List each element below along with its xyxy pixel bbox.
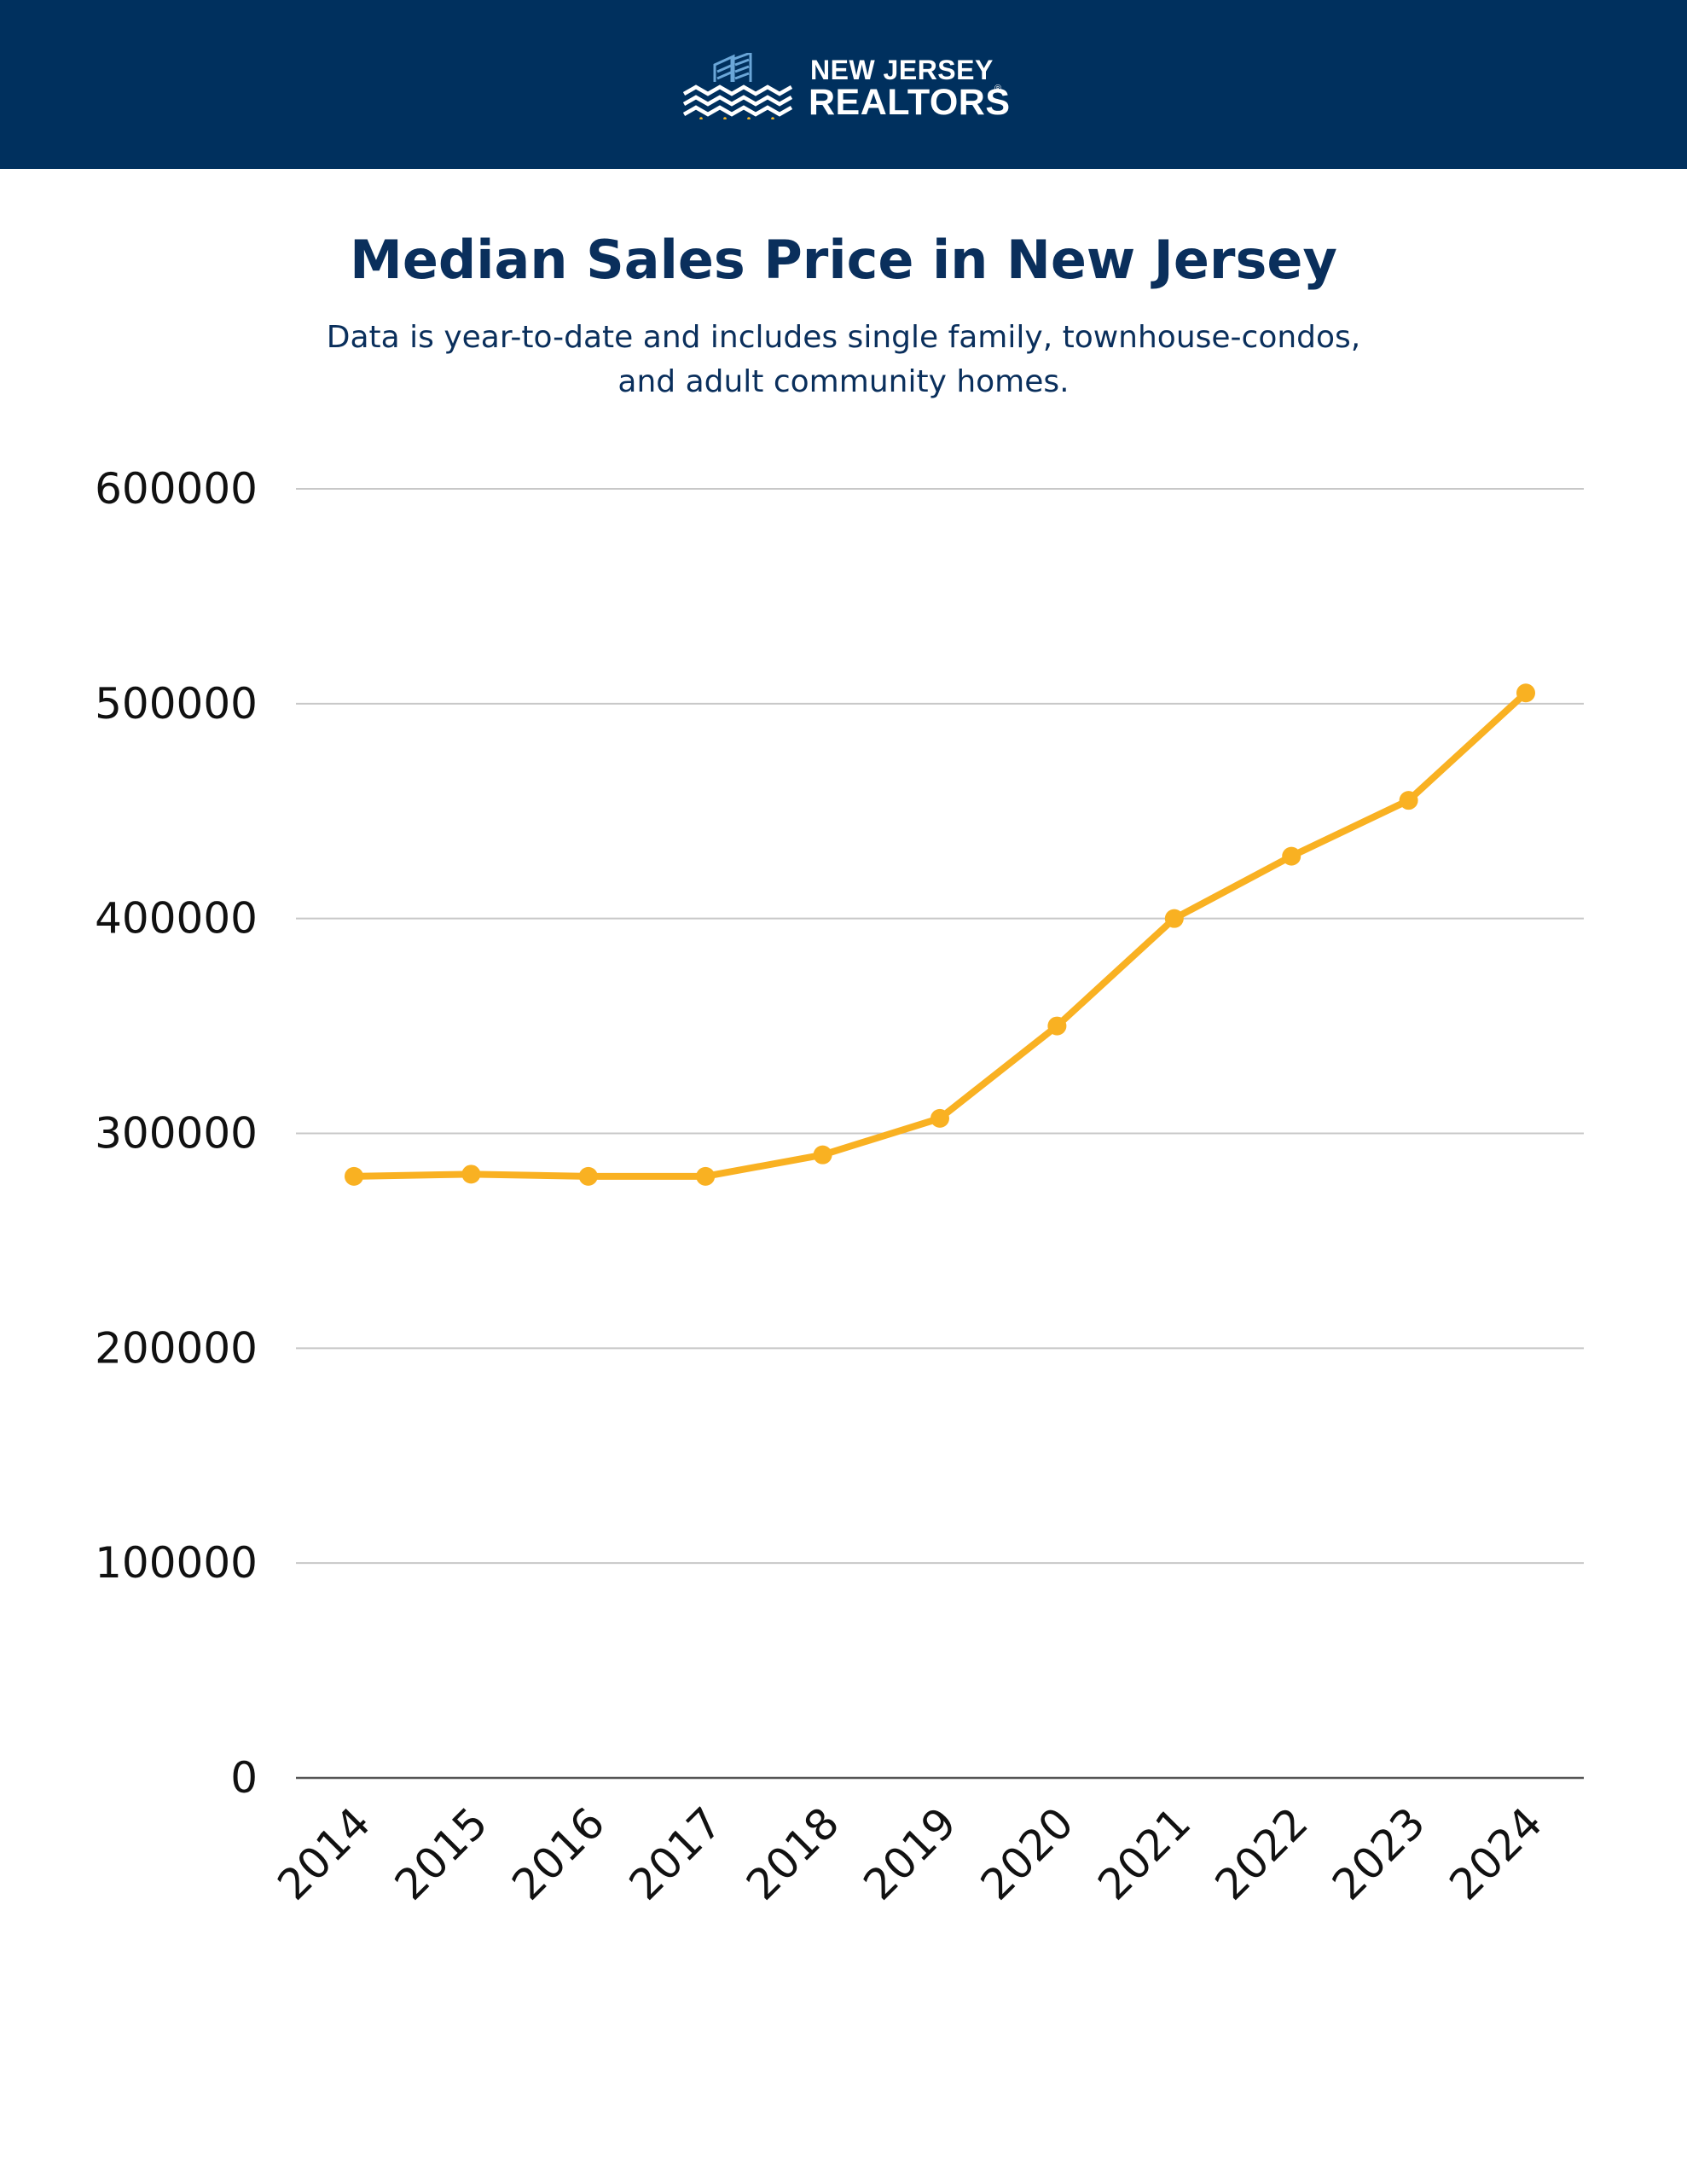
x-tick-label: 2017 xyxy=(620,1798,732,1909)
x-tick-label: 2020 xyxy=(971,1798,1083,1909)
y-tick-label: 400000 xyxy=(95,894,258,944)
x-tick-label: 2024 xyxy=(1440,1798,1551,1909)
subtitle-line-2: and adult community homes. xyxy=(617,364,1070,399)
x-tick-label: 2019 xyxy=(854,1798,965,1909)
data-point xyxy=(1047,1016,1067,1036)
data-point xyxy=(1282,846,1301,866)
series-line xyxy=(351,689,1529,1180)
y-tick-label: 300000 xyxy=(95,1109,258,1159)
x-tick-label: 2023 xyxy=(1323,1798,1435,1909)
x-tick-label: 2018 xyxy=(737,1798,849,1909)
logo-text-line1: NEW JERSEY xyxy=(810,55,994,85)
data-point xyxy=(578,1166,598,1186)
data-point xyxy=(345,1166,363,1186)
y-tick-label: 100000 xyxy=(95,1538,258,1588)
logo-text-line2: REALTORS xyxy=(809,82,1011,123)
x-tick-label: 2015 xyxy=(386,1798,497,1909)
y-tick-label: 200000 xyxy=(95,1323,258,1373)
x-tick-label: 2016 xyxy=(502,1798,614,1909)
data-point xyxy=(1164,909,1184,928)
data-point xyxy=(696,1166,716,1186)
x-tick-label: 2022 xyxy=(1206,1798,1318,1909)
x-tick-label: 2021 xyxy=(1088,1798,1200,1909)
nj-realtors-logo[interactable]: NEW JERSEY REALTORS ® xyxy=(682,49,1010,126)
data-point xyxy=(1516,683,1535,703)
x-tick-label: 2014 xyxy=(268,1798,380,1909)
registered-mark: ® xyxy=(994,84,1002,94)
y-tick-label: 600000 xyxy=(95,464,258,514)
header-bar: NEW JERSEY REALTORS ® xyxy=(0,0,1687,169)
subtitle-line-1: Data is year-to-date and includes single… xyxy=(326,320,1361,355)
data-point xyxy=(1399,791,1418,810)
data-point xyxy=(930,1108,949,1128)
chart-title: Median Sales Price in New Jersey xyxy=(350,229,1337,291)
chart-subtitle: Data is year-to-date and includes single… xyxy=(246,316,1441,404)
y-tick-label: 500000 xyxy=(95,679,258,729)
y-tick-label: 0 xyxy=(230,1753,258,1803)
data-point xyxy=(813,1145,832,1165)
buildings-waves-icon xyxy=(682,53,793,119)
data-point xyxy=(461,1165,481,1184)
